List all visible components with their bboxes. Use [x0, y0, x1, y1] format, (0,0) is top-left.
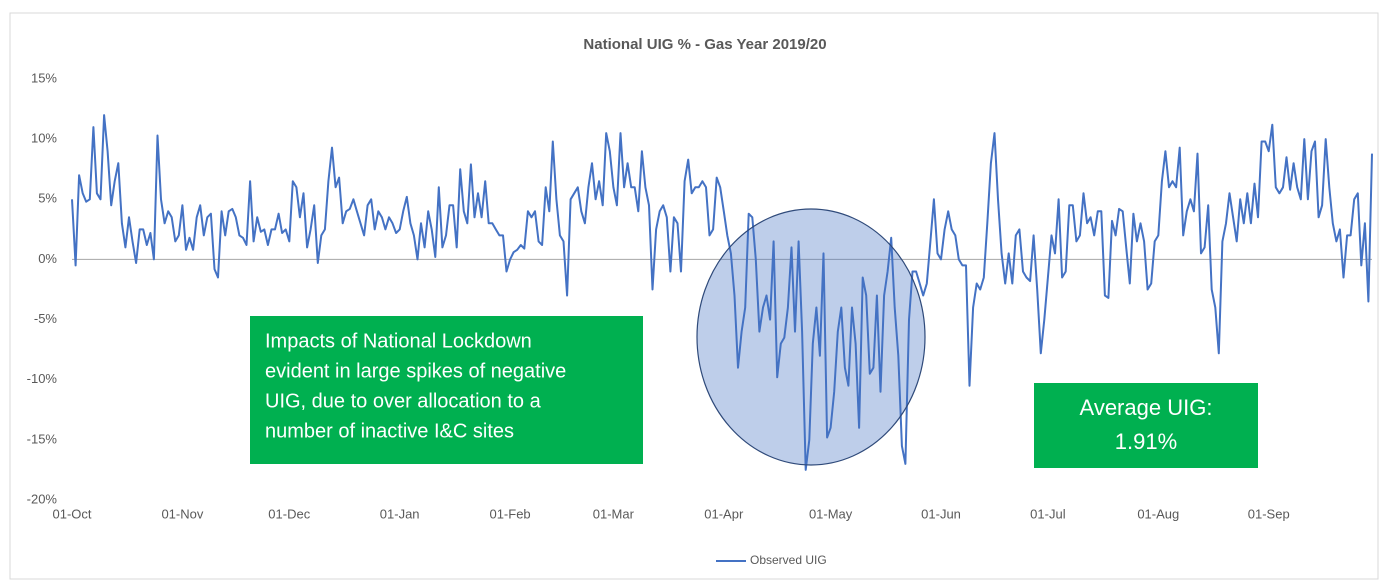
x-tick-label: 01-Oct — [52, 506, 91, 521]
annotation-text: 1.91% — [1115, 429, 1177, 454]
annotation-text: Average UIG: — [1080, 395, 1213, 420]
y-tick-label: -20% — [27, 491, 58, 506]
x-tick-label: 01-Aug — [1137, 506, 1179, 521]
legend-label: Observed UIG — [750, 553, 827, 567]
annotation-text: number of inactive I&C sites — [265, 420, 514, 442]
annotation-box — [250, 316, 643, 464]
highlight-circle — [696, 208, 926, 466]
data-line — [71, 114, 1373, 471]
x-tick-label: 01-Mar — [593, 506, 635, 521]
annotation-text: Impacts of National Lockdown — [265, 330, 532, 352]
annotation-box — [1034, 383, 1258, 468]
x-tick-label: 01-Dec — [268, 506, 310, 521]
chart-frame — [9, 12, 1379, 580]
x-tick-label: 01-Sep — [1248, 506, 1290, 521]
x-tick-label: 01-Apr — [704, 506, 744, 521]
x-tick-label: 01-Jul — [1030, 506, 1066, 521]
x-tick-label: 01-Feb — [489, 506, 530, 521]
y-tick-label: 5% — [38, 191, 57, 206]
x-tick-label: 01-Jun — [921, 506, 961, 521]
y-tick-label: 15% — [31, 70, 57, 85]
annotation-text: UIG, due to over allocation to a — [265, 390, 542, 412]
y-tick-label: 10% — [31, 131, 57, 146]
y-tick-label: -5% — [34, 311, 58, 326]
y-tick-label: -15% — [27, 431, 58, 446]
x-tick-label: 01-Jan — [380, 506, 420, 521]
chart-title: National UIG % - Gas Year 2019/20 — [583, 36, 826, 53]
y-tick-label: 0% — [38, 251, 57, 266]
y-tick-label: -10% — [27, 371, 58, 386]
x-tick-label: 01-Nov — [161, 506, 203, 521]
x-tick-label: 01-May — [809, 506, 853, 521]
annotation-text: evident in large spikes of negative — [265, 360, 566, 382]
